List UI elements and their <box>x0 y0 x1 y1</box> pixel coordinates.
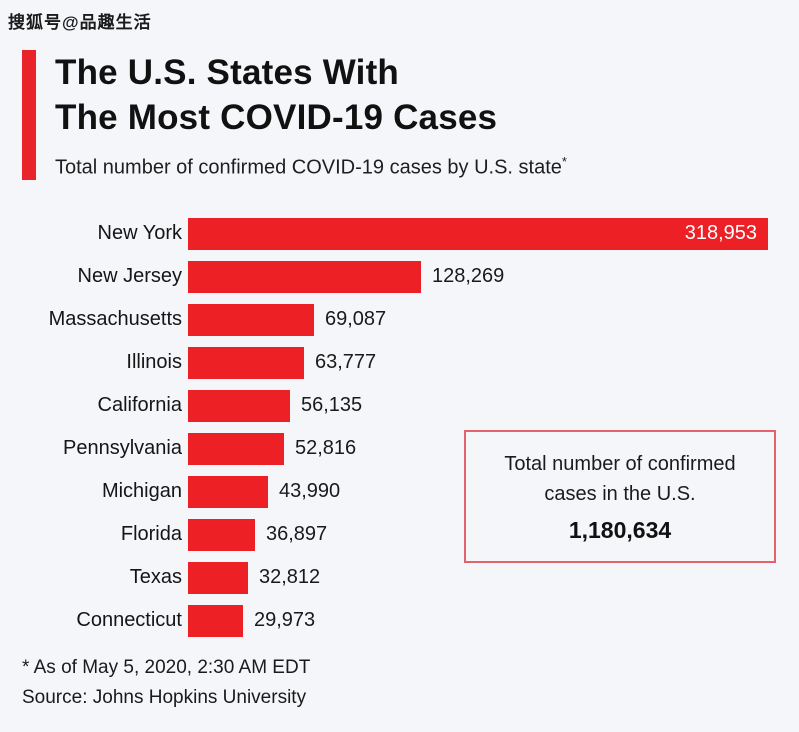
bar-label: Illinois <box>126 351 182 373</box>
bar-label: Connecticut <box>76 609 182 631</box>
chart-row: California 56,135 <box>0 384 799 427</box>
footnote-marker: * <box>561 154 567 169</box>
chart-row: Connecticut 29,973 <box>0 599 799 642</box>
bar-value: 52,816 <box>295 437 357 459</box>
chart-row: Florida 36,897 <box>0 513 799 556</box>
bar-track: 56,135 <box>188 389 799 422</box>
chart-footer: * As of May 5, 2020, 2:30 AM EDT Source:… <box>22 653 310 713</box>
bar-track: 36,897 <box>188 518 799 551</box>
bar-track: 32,812 <box>188 561 799 594</box>
bar <box>188 604 243 637</box>
bar-value: 63,777 <box>315 351 377 373</box>
bar-track: 318,953 <box>188 217 799 250</box>
bar-track: 52,816 <box>188 432 799 465</box>
bar-track: 43,990 <box>188 475 799 508</box>
bar-label: Florida <box>120 523 182 545</box>
bar-value: 56,135 <box>301 394 363 416</box>
bar-label: New Jersey <box>77 265 182 287</box>
bar-label: Massachusetts <box>48 308 182 330</box>
chart-header: The U.S. States With The Most COVID-19 C… <box>22 50 567 180</box>
bar-label: Michigan <box>101 480 182 502</box>
bar-label: Texas <box>129 566 182 588</box>
bar-value: 32,812 <box>259 566 321 588</box>
bar <box>188 303 314 336</box>
bar-chart: New York 318,953 New Jersey 128,269 Massachu… <box>0 212 799 642</box>
header-text: The U.S. States With The Most COVID-19 C… <box>55 50 567 180</box>
bar-label: Pennsylvania <box>63 437 182 459</box>
chart-title: The U.S. States With The Most COVID-19 C… <box>55 50 567 140</box>
footnote: * As of May 5, 2020, 2:30 AM EDT <box>22 657 311 678</box>
us-total-label-line2: cases in the U.S. <box>544 483 696 505</box>
bar <box>188 432 284 465</box>
bar: 318,953 <box>188 217 768 250</box>
us-total-box: Total number of confirmed cases in the U… <box>464 430 776 563</box>
bar-label: New York <box>97 222 183 244</box>
bar-value: 43,990 <box>279 480 341 502</box>
bar-track: 63,777 <box>188 346 799 379</box>
bar <box>188 561 248 594</box>
bar-value: 128,269 <box>432 265 505 287</box>
bar-track: 69,087 <box>188 303 799 336</box>
sohu-watermark: 搜狐号@品趣生活 <box>8 13 152 32</box>
chart-row: New York 318,953 <box>0 212 799 255</box>
chart-title-line2: The Most COVID-19 Cases <box>55 98 498 137</box>
source: Source: Johns Hopkins University <box>22 687 307 708</box>
chart-row: Michigan 43,990 <box>0 470 799 513</box>
bar <box>188 260 421 293</box>
bar <box>188 518 255 551</box>
bar <box>188 346 304 379</box>
chart-row: Massachusetts 69,087 <box>0 298 799 341</box>
us-total-value: 1,180,634 <box>568 517 672 543</box>
chart-title-line1: The U.S. States With <box>55 53 400 92</box>
bar-value: 29,973 <box>254 609 316 631</box>
bar-label: California <box>97 394 182 416</box>
title-accent-bar <box>22 50 36 180</box>
bar <box>188 389 290 422</box>
bar-track: 29,973 <box>188 604 799 637</box>
chart-row: Pennsylvania 52,816 <box>0 427 799 470</box>
bar-track: 128,269 <box>188 260 799 293</box>
chart-row: New Jersey 128,269 <box>0 255 799 298</box>
bar-value: 318,953 <box>684 222 757 244</box>
us-total-label-line1: Total number of confirmed <box>504 453 736 475</box>
chart-row: Illinois 63,777 <box>0 341 799 384</box>
bar-value: 69,087 <box>325 308 387 330</box>
bar <box>188 475 268 508</box>
chart-row: Texas 32,812 <box>0 556 799 599</box>
bar-value: 36,897 <box>266 523 328 545</box>
chart-subtitle: Total number of confirmed COVID-19 cases… <box>55 154 567 179</box>
